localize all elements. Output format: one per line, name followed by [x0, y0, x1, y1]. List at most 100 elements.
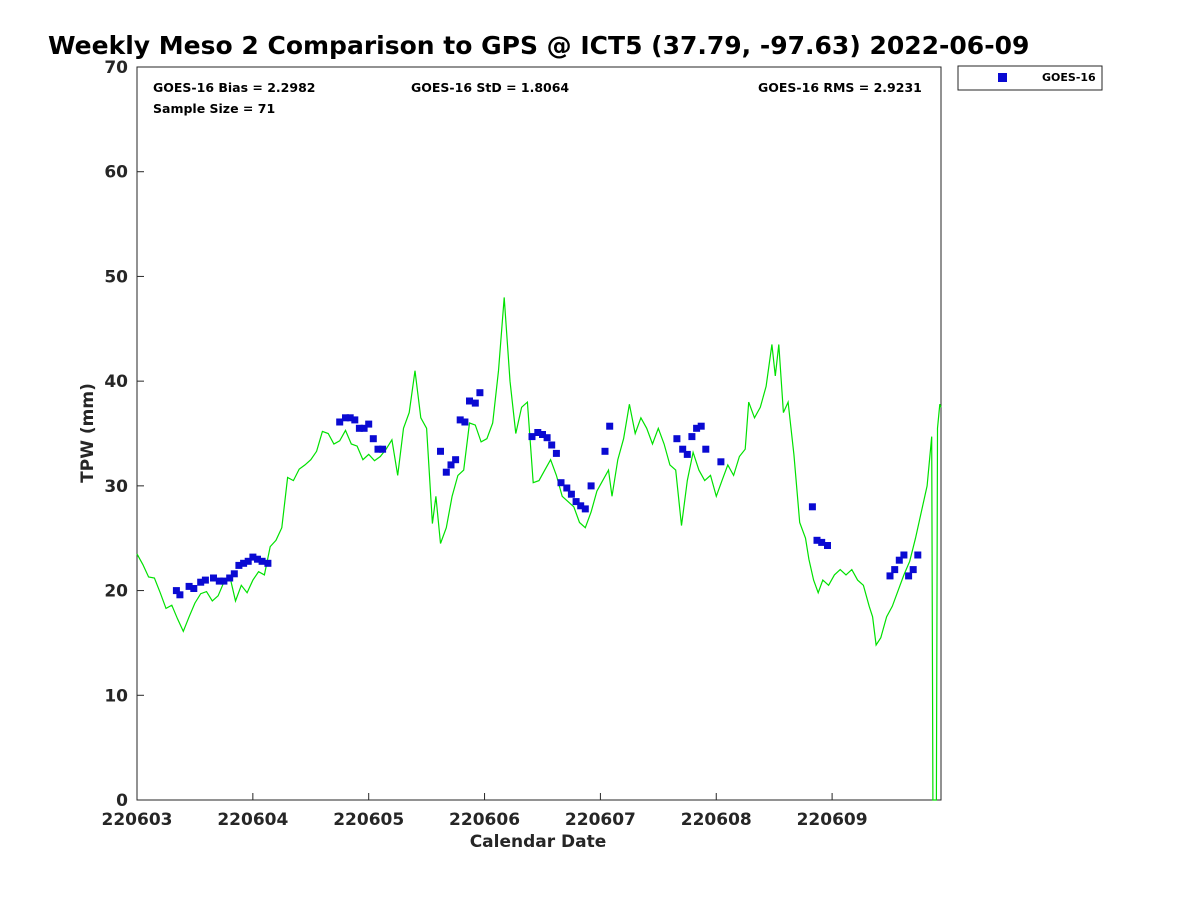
goes-16-point — [891, 566, 899, 574]
goes-16-point — [534, 429, 542, 436]
goes-16-point — [230, 570, 238, 578]
goes-16-point — [379, 445, 387, 453]
legend-box — [957, 65, 1103, 91]
goes-16-point — [543, 434, 551, 442]
goes-16-point — [900, 551, 908, 559]
y-axis-label: TPW (mm) — [78, 383, 98, 483]
goes-16-point — [587, 482, 595, 490]
goes-16-point — [185, 582, 193, 590]
gps-series — [136, 297, 942, 801]
goes-16-point — [567, 490, 575, 498]
goes-16-point — [442, 468, 450, 476]
goes-16-point — [476, 389, 484, 397]
gps-line — [136, 297, 942, 801]
goes-16-point — [258, 557, 266, 565]
goes-16-point — [360, 424, 368, 432]
legend: GOES-16 — [957, 65, 1103, 91]
goes-16-point — [365, 420, 373, 428]
goes-16-point — [717, 458, 725, 466]
goes-16-point — [201, 576, 209, 584]
sample-size-stat: Sample Size = 71 — [153, 101, 275, 116]
legend-label: GOES-16 — [1042, 71, 1096, 84]
bias-stat: GOES-16 Bias = 2.2982 — [153, 80, 315, 95]
x-axis: 220603 220604 220605 220606 220607 220608 2206… — [102, 793, 868, 830]
goes-16-point — [813, 536, 821, 544]
goes-16-point — [697, 422, 705, 430]
goes-16-point — [606, 422, 614, 430]
goes-16-point — [264, 559, 272, 567]
y-axis: 0 10 20 30 40 50 60 70 — [104, 58, 144, 811]
x-tick-label: 220603 — [102, 810, 173, 830]
legend-marker — [998, 73, 1007, 82]
goes-16-point — [471, 399, 479, 407]
goes-16-point — [461, 418, 469, 426]
goes-16-point — [679, 445, 687, 453]
y-tick-label: 40 — [104, 372, 128, 392]
x-tick-label: 220605 — [333, 810, 404, 830]
goes-16-point — [456, 416, 464, 424]
goes-16-series — [172, 389, 922, 599]
goes-16-point — [437, 447, 444, 455]
goes-16-point — [702, 445, 710, 453]
y-tick-label: 30 — [104, 477, 128, 497]
y-tick-label: 50 — [104, 267, 128, 287]
goes-16-point — [369, 435, 377, 443]
y-tick-label: 60 — [104, 163, 128, 183]
x-tick-label: 220604 — [217, 810, 288, 830]
y-tick-label: 0 — [116, 791, 128, 811]
goes-16-point — [601, 447, 609, 455]
plot-area — [136, 66, 942, 801]
x-axis-label: Calendar Date — [470, 832, 607, 852]
axes-frame — [136, 66, 942, 801]
goes-16-point — [673, 435, 681, 443]
x-tick-label: 220607 — [565, 810, 636, 830]
goes-16-point — [905, 572, 913, 580]
goes-16-point — [447, 461, 455, 469]
x-tick-label: 220608 — [681, 810, 752, 830]
goes-16-point — [342, 414, 349, 422]
x-tick-label: 220606 — [449, 810, 520, 830]
goes-16-point — [683, 450, 691, 458]
goes-16-point — [190, 585, 198, 592]
goes-16-point — [244, 557, 252, 565]
goes-16-point — [548, 441, 556, 449]
goes-16-point — [351, 416, 359, 424]
goes-16-point — [572, 498, 580, 506]
goes-16-point — [552, 449, 560, 457]
goes-16-point — [914, 551, 922, 559]
x-tick-label: 220609 — [797, 810, 868, 830]
chart-title: Weekly Meso 2 Comparison to GPS @ ICT5 (… — [48, 31, 1029, 60]
goes-16-point — [197, 578, 205, 586]
goes-16-point — [254, 555, 261, 563]
goes-16-point — [563, 484, 571, 492]
goes-16-point — [581, 505, 589, 513]
goes-16-point — [808, 503, 816, 511]
goes-16-point — [215, 577, 223, 585]
goes-16-point — [886, 572, 894, 580]
goes-16-point — [176, 591, 184, 599]
goes-16-point — [346, 414, 354, 422]
goes-16-point — [577, 502, 585, 510]
goes-16-point — [528, 433, 536, 441]
goes-16-point — [688, 433, 696, 441]
goes-16-point — [693, 424, 701, 432]
goes-16-point — [909, 566, 917, 574]
y-tick-label: 70 — [104, 58, 128, 78]
goes-16-point — [336, 418, 344, 426]
goes-16-point — [240, 559, 248, 567]
goes-16-point — [226, 574, 234, 582]
goes-16-point — [466, 397, 473, 405]
y-tick-label: 10 — [104, 686, 128, 706]
rms-stat: GOES-16 RMS = 2.9231 — [758, 80, 922, 95]
goes-16-point — [818, 538, 826, 546]
goes-16-point — [355, 424, 363, 432]
goes-16-point — [220, 577, 228, 585]
y-tick-label: 20 — [104, 582, 128, 602]
std-stat: GOES-16 StD = 1.8064 — [411, 80, 569, 95]
goes-16-point — [895, 556, 903, 564]
goes-16-point — [557, 479, 565, 487]
goes-16-point — [235, 561, 243, 569]
goes-16-point — [539, 431, 546, 438]
goes-16-point — [249, 553, 257, 561]
